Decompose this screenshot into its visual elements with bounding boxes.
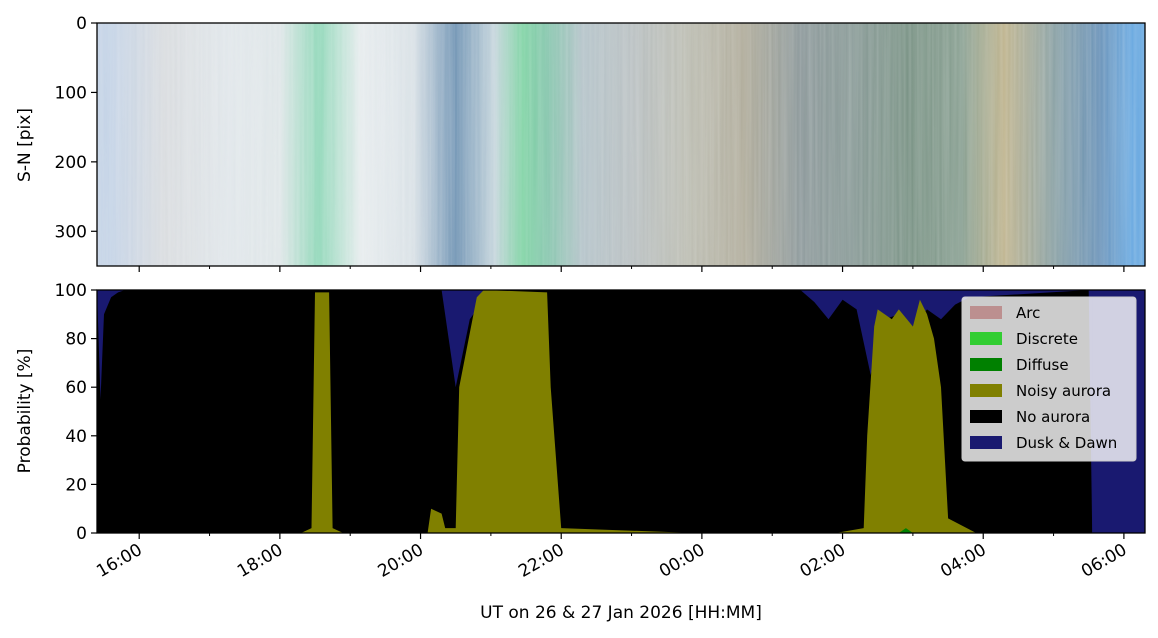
x-tick-label: 16:00 [93,540,145,582]
noisy-aurora-area [97,290,1145,533]
probability-x-ticks: 16:00 18:00 20:00 22:00 00:00 02:00 04:00 06:00 [93,533,1130,582]
legend-box [961,296,1137,462]
probability-y-tick-label: 80 [65,330,87,350]
legend-swatch [970,306,1002,319]
x-tick-label: 20:00 [375,540,427,582]
keogram-y-tick-label: 300 [55,222,87,242]
legend-label: No aurora [1016,408,1090,426]
x-axis-label: UT on 26 & 27 Jan 2026 [HH:MM] [480,603,762,623]
x-tick-label: 18:00 [234,540,286,582]
legend-label: Discrete [1016,330,1078,348]
keogram-y-axis-label: S-N [pix] [15,108,35,182]
probability-y-axis-label: Probability [%] [15,349,35,474]
legend-swatch [970,410,1002,423]
legend-swatch [970,436,1002,449]
diffuse-area [898,528,913,533]
x-tick-label: 06:00 [1078,540,1130,582]
keogram-y-tick-label: 200 [55,153,87,173]
keogram-panel: 0 100 200 300 S-N [pix] [15,14,1146,272]
probability-panel: 0 20 40 60 80 100 16:00 18:00 20:00 22:00 00:00 02… [15,281,1146,623]
probability-y-tick-label: 100 [55,281,87,301]
legend-swatch [970,358,1002,371]
legend-swatch [970,384,1002,397]
keogram-x-ticks [138,266,1125,272]
legend-label: Dusk & Dawn [1016,434,1117,452]
keogram-y-tick-label: 0 [76,14,87,34]
legend: Arc Discrete Diffuse Noisy aurora No aurora D… [961,296,1137,462]
probability-y-tick-label: 20 [65,475,87,495]
legend-label: Arc [1016,304,1040,322]
x-tick-label: 22:00 [515,540,567,582]
x-tick-label: 02:00 [797,540,849,582]
x-tick-label: 04:00 [937,540,989,582]
probability-y-ticks: 0 20 40 60 80 100 [55,281,97,544]
probability-y-tick-label: 60 [65,378,87,398]
legend-label: Diffuse [1016,356,1069,374]
probability-frame [96,289,1146,534]
x-tick-label: 00:00 [656,540,708,582]
keogram-y-ticks: 0 100 200 300 [55,14,97,242]
keogram-frame [96,22,1146,267]
legend-label: Noisy aurora [1016,382,1111,400]
probability-y-tick-label: 0 [76,524,87,544]
probability-y-tick-label: 40 [65,427,87,447]
keogram-streak-overlay [97,23,1145,266]
keogram-y-tick-label: 100 [55,83,87,103]
legend-swatch [970,332,1002,345]
